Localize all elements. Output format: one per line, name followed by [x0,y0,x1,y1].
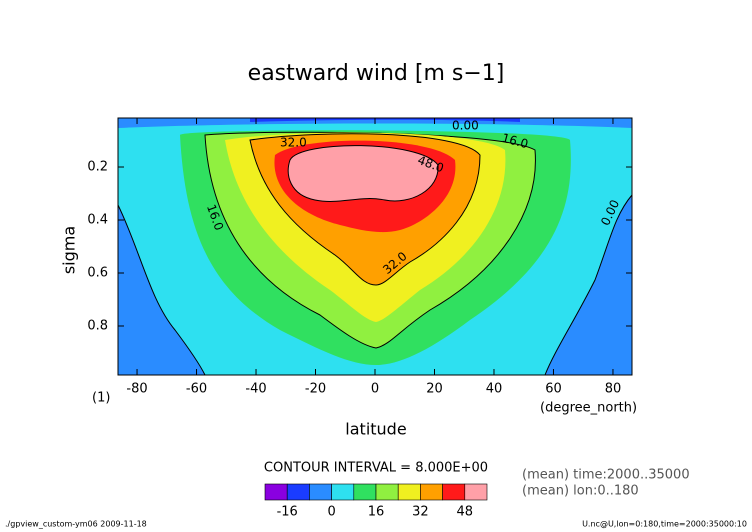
x-tick-label: 80 [605,382,622,397]
colorbar-box [264,483,288,501]
colorbar-box [464,483,488,501]
colorbar-box [353,483,377,501]
colorbar-box [331,483,355,501]
footer-right: U.nc@U,lon=0:180,time=2000:35000:10 [582,520,747,529]
colorbar-tick-label: 0 [327,505,335,520]
contour-interval: CONTOUR INTERVAL = 8.000E+00 [264,461,488,476]
region [250,118,520,122]
x-tick-label: -20 [305,382,326,397]
colorbar-box [309,483,332,501]
x-tick-label: 20 [426,382,443,397]
y-tick-label: 0.6 [87,265,108,280]
colorbar-box [442,483,466,501]
x-tick-label: -60 [186,382,207,397]
colorbar-box [420,483,443,501]
contour-label: 0.00 [452,119,479,133]
x-tick-label: 0 [371,382,379,397]
contour-label: 32.0 [280,136,307,150]
contour-label: 16.0 [500,131,529,151]
x-tick-label: 60 [545,382,562,397]
region [287,145,439,202]
region [117,204,206,376]
x-tick-label: -80 [126,382,147,397]
y-axis-label: sigma [60,226,79,274]
x-tick-label: 40 [486,382,503,397]
chart-title: eastward wind [m s−1] [248,61,505,86]
colorbar-box [397,483,421,501]
colorbar-tick-label: 48 [457,505,474,520]
colorbar-tick-label: -16 [277,505,298,520]
note: (mean) lon:0..180 [522,484,639,499]
colorbar-tick-label: 32 [412,505,429,520]
y-tick-label: 0.8 [87,318,108,333]
y-tick-label: 0.2 [87,160,108,175]
x-axis-label: latitude [345,420,406,439]
colorbar-box [286,483,310,501]
x-unit-label: (degree_north) [540,401,637,416]
y-tick-label: 0.4 [87,213,108,228]
x-tick-label: -40 [245,382,266,397]
footer-left: ./gpview_custom-ym06 2009-11-18 [5,520,147,529]
colorbar-box [375,483,399,501]
note: (mean) time:2000..35000 [522,468,690,483]
contour-field [117,118,633,376]
region [544,193,633,376]
colorbar-tick-label: 16 [368,505,385,520]
x-index-label: (1) [92,391,110,406]
